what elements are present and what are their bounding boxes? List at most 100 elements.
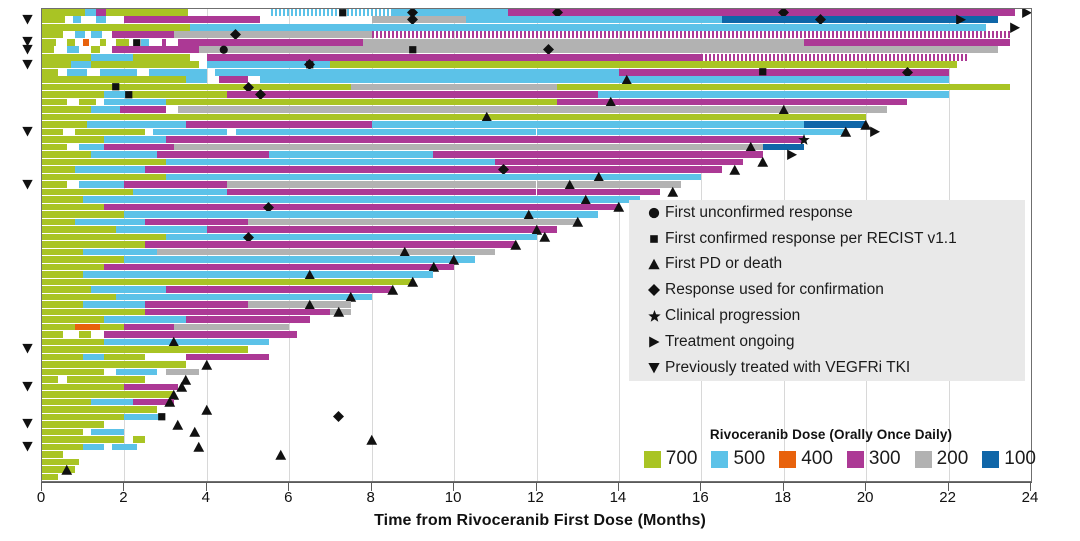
dose-segment-700 [42, 353, 84, 361]
dose-segment-700 [742, 83, 928, 91]
dose-swatch-300 [846, 450, 864, 468]
dose-segment-700 [42, 181, 67, 188]
dose-segment-700 [132, 278, 249, 286]
marker-diamond [407, 14, 419, 26]
dose-segment-500 [116, 368, 158, 376]
marker-triangle-up [164, 396, 176, 408]
patient-lane [42, 338, 1031, 346]
marker-star [798, 133, 811, 146]
dose-segment-500 [190, 23, 986, 31]
dose-segment-500 [289, 271, 434, 278]
x-tick-12 [535, 482, 537, 491]
dose-segment-300 [219, 76, 249, 83]
marker-triangle-up [510, 239, 522, 251]
dose-segment-700 [412, 113, 640, 121]
dose-segment-300 [454, 136, 619, 143]
dose-segment-500 [153, 128, 228, 136]
dose-segment-300 [330, 203, 475, 211]
dose-segment-200 [173, 143, 372, 151]
dose-segment-200 [157, 248, 269, 256]
marker-triangle-up [176, 381, 188, 393]
dose-segment-300 [103, 143, 174, 151]
marker-triangle-up [522, 209, 535, 221]
patient-lane [42, 23, 1031, 31]
dose-segment-700 [116, 38, 129, 46]
dose-segment-300 [165, 286, 269, 293]
dose-segment-500 [103, 338, 166, 346]
dose-legend-item-700: 700 [643, 448, 697, 470]
dose-segment-700 [42, 46, 55, 54]
dose-segment-500 [536, 128, 722, 136]
marker-diamond [230, 29, 242, 41]
dose-segment-700 [186, 113, 413, 121]
dose-segment-200 [173, 323, 249, 331]
marker-triangle-up [201, 359, 213, 371]
x-axis-label: Time from Rivoceranib First Dose (Months… [374, 512, 706, 529]
dose-segment-200 [763, 106, 887, 113]
dose-segment-300 [227, 308, 331, 316]
dose-segment-300 [742, 9, 990, 16]
marker-diamond [263, 201, 275, 213]
x-tick-label-6: 6 [284, 489, 293, 506]
dose-segment-300 [989, 9, 1015, 16]
marker-triangle-down [22, 14, 33, 25]
gridline-14 [618, 9, 620, 481]
dose-segment-200 [268, 106, 413, 113]
patient-lane [42, 451, 1031, 458]
x-tick-label-2: 2 [119, 489, 128, 506]
marker-triangle-up [860, 119, 872, 131]
dose-segment-700 [42, 31, 63, 39]
marker-triangle-up [531, 224, 543, 236]
dose-segment-700 [91, 233, 166, 241]
dose-segment-400 [83, 38, 90, 46]
dose-segment-500 [557, 196, 640, 203]
patient-lane [42, 143, 1031, 151]
dose-segment-300 [371, 188, 537, 196]
dose-segment-500 [618, 173, 702, 181]
x-tick-label-10: 10 [444, 489, 462, 506]
marker-triangle-up [366, 434, 378, 446]
dose-segment-300 [145, 308, 228, 316]
legend-row-circle: First unconfirmed response [629, 200, 1025, 226]
dose-segment-500 [103, 316, 187, 323]
dose-segment-500 [91, 106, 121, 113]
legend-row-triangle-right: Treatment ongoing [629, 329, 1025, 355]
marker-triangle-down [22, 441, 33, 452]
dose-segment-500 [103, 91, 129, 98]
marker-triangle-up [757, 156, 769, 168]
dose-segment-700 [99, 38, 106, 46]
dose-segment-500 [99, 68, 137, 76]
dose-segment-200 [557, 106, 764, 113]
patient-lane [42, 271, 1031, 278]
dose-segment-300 [227, 91, 372, 98]
dose-segment-700 [42, 121, 88, 128]
dose-segment-500 [70, 61, 92, 69]
dose-segment-700 [42, 338, 104, 346]
marker-triangle-up [172, 419, 184, 431]
dose-segment-500 [466, 16, 722, 24]
marker-square [408, 45, 418, 55]
marker-triangle-up [189, 426, 201, 438]
dose-segment-100 [804, 121, 867, 128]
dose-segment-700 [42, 226, 117, 233]
x-tick-label-12: 12 [527, 489, 544, 506]
dose-segment-500 [79, 181, 125, 188]
dose-segment-200 [598, 46, 928, 54]
dose-segment-500 [91, 53, 133, 61]
marker-triangle-up [621, 74, 633, 86]
dose-segment-300 [186, 203, 331, 211]
x-tick-2 [123, 482, 125, 491]
marker-triangle-right [869, 126, 881, 138]
marker-square [111, 82, 121, 92]
dose-segment-300 [346, 53, 434, 61]
dose-segment-500 [206, 61, 331, 69]
dose-segment-500 [91, 428, 125, 436]
dose-segment-700 [42, 211, 125, 218]
dose-segment-300 [433, 53, 702, 61]
dose-segment-700 [42, 76, 84, 83]
dose-segment-500 [149, 68, 207, 76]
dose-segment-200 [248, 323, 290, 331]
dose-segment-700 [42, 248, 84, 256]
dose-segment-700 [42, 308, 146, 316]
dose-segment-500 [79, 143, 104, 151]
